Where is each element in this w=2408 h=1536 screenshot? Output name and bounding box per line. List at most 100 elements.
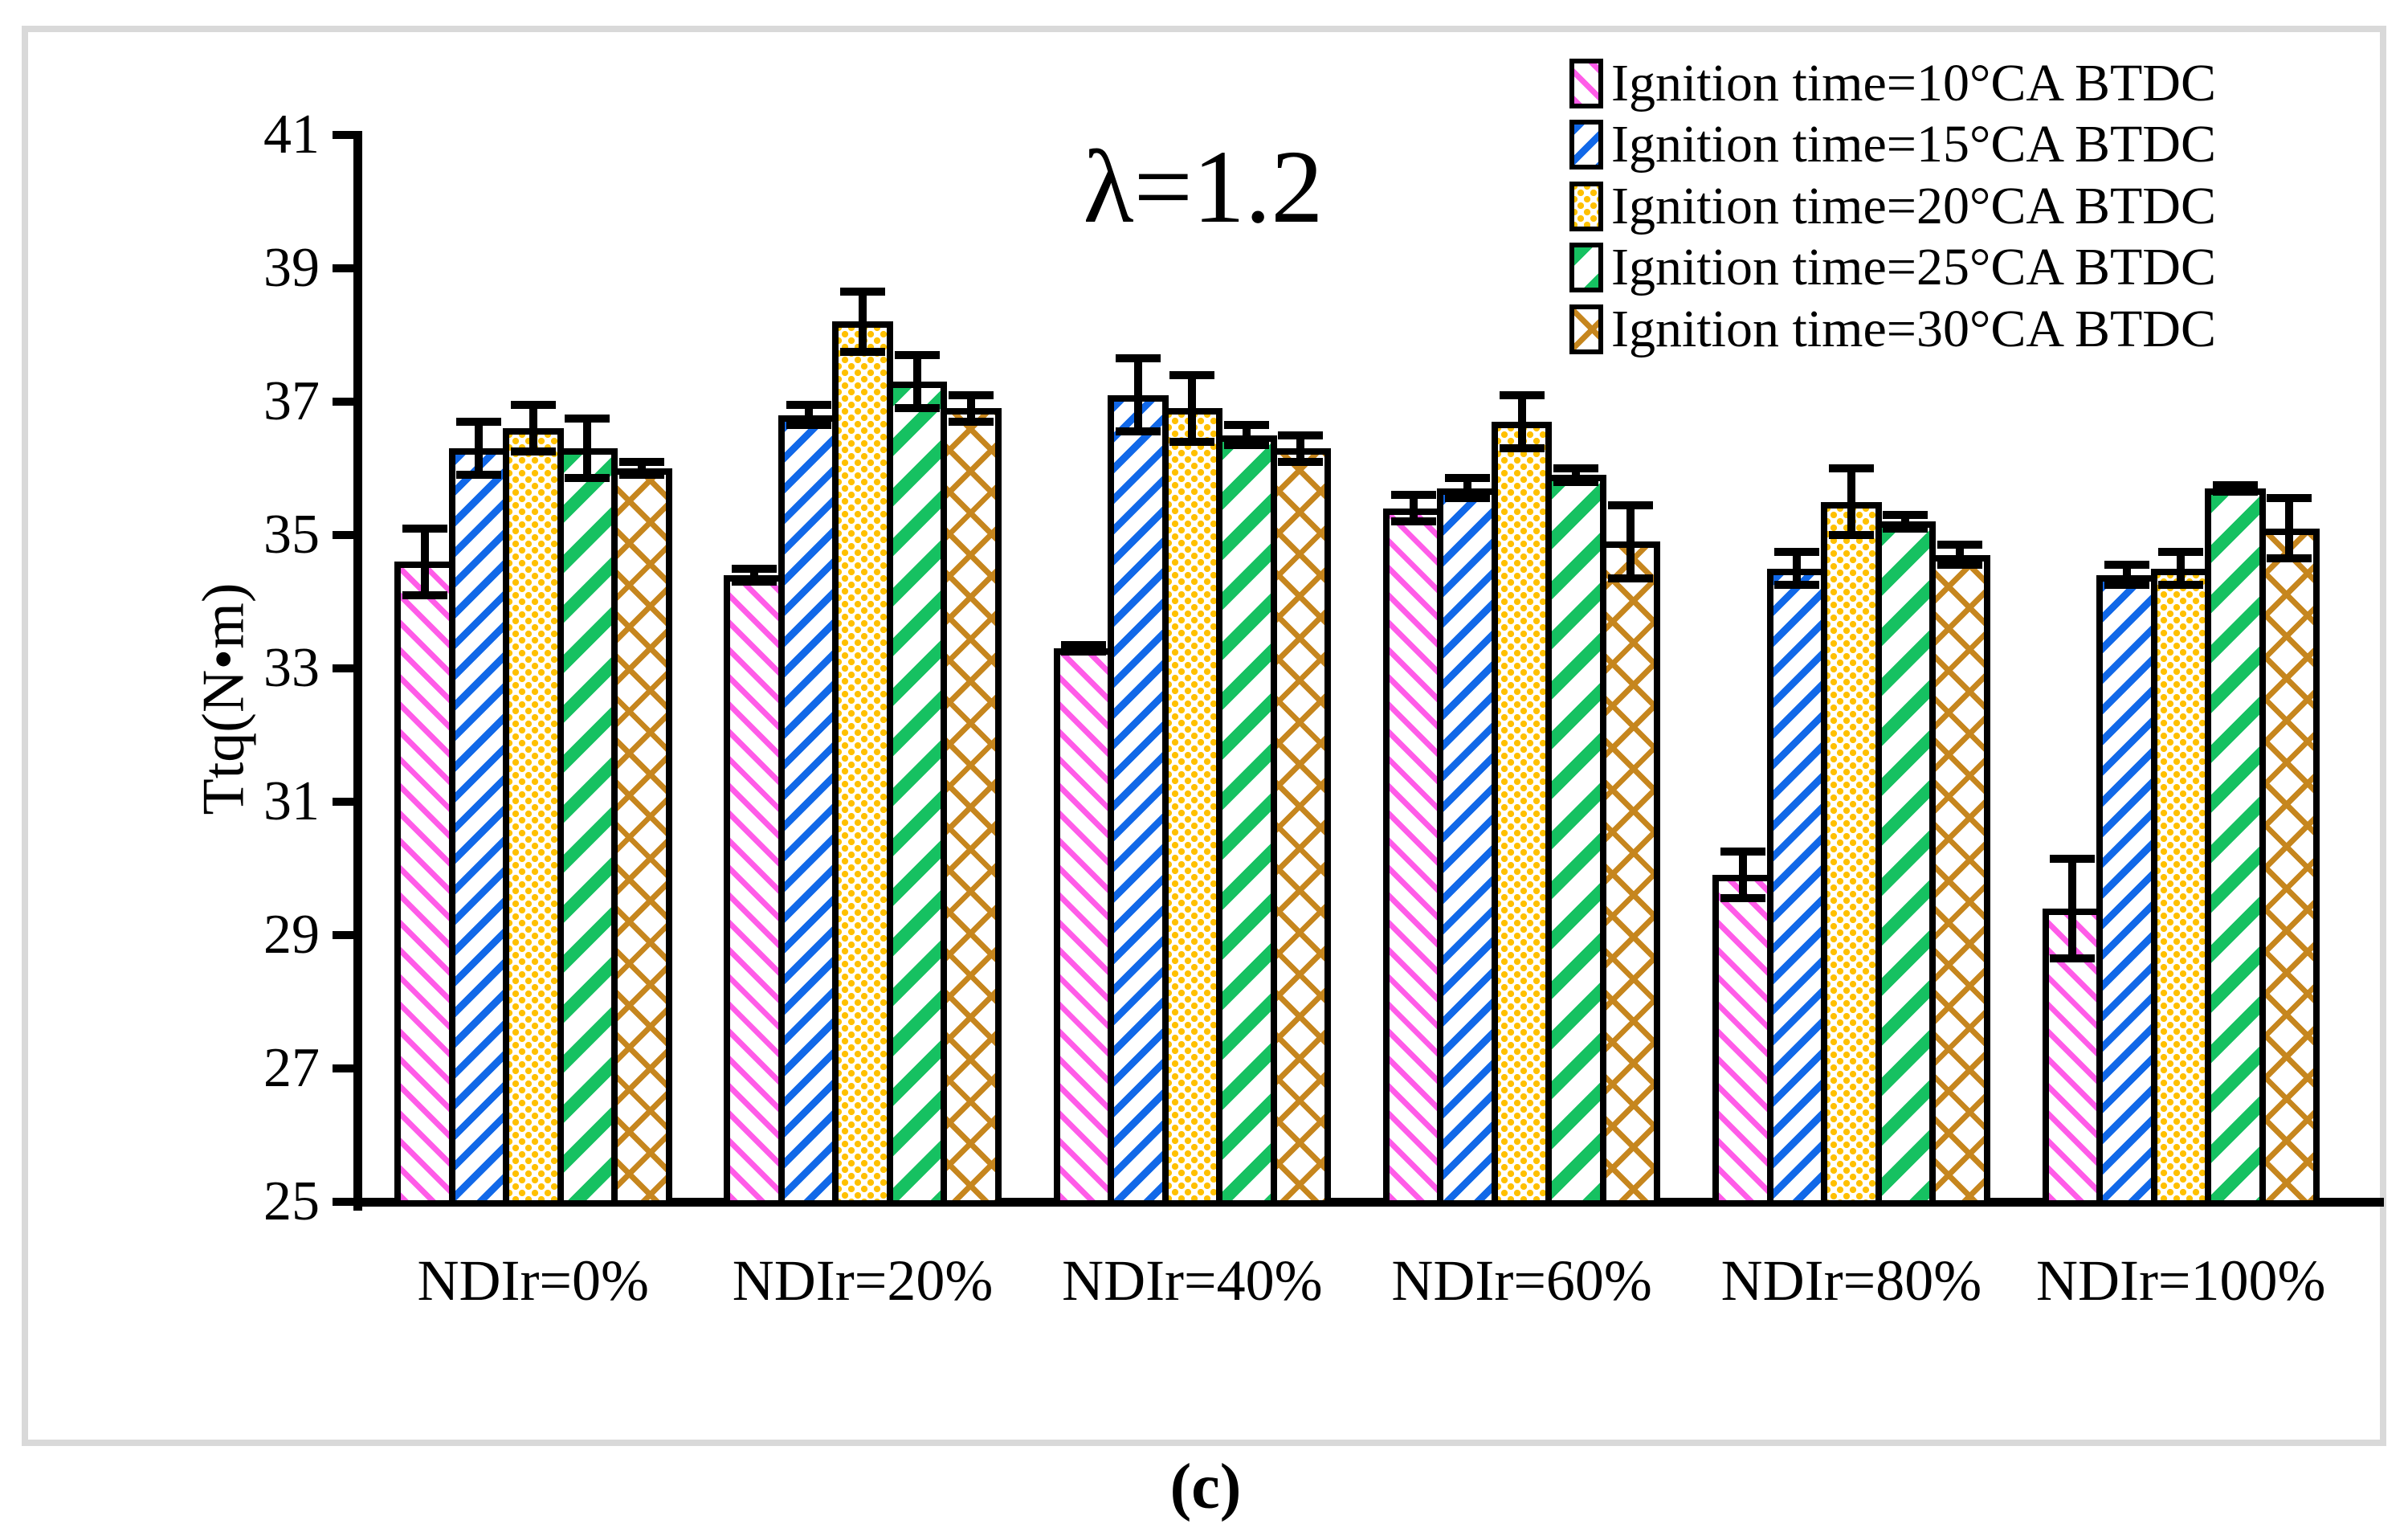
error-bar-line [1793, 551, 1802, 586]
error-bar-cap-top [2158, 547, 2204, 556]
bar-series4-group6 [2205, 488, 2266, 1207]
error-bar-cap-bottom [565, 474, 610, 483]
error-bar-cap-bottom [2158, 581, 2204, 590]
error-bar-cap-top [1937, 541, 1982, 549]
error-bar-cap-bottom [1223, 440, 1269, 449]
error-bar-line [1901, 515, 1910, 529]
error-bar-cap-bottom [1390, 517, 1436, 526]
legend-row: Ignition time=20°CA BTDC [1569, 176, 2381, 237]
error-bar-cap-bottom [786, 421, 831, 430]
legend-row: Ignition time=25°CA BTDC [1569, 237, 2381, 298]
legend-swatch-gold [1569, 304, 1603, 354]
error-bar-cap-top [1499, 390, 1545, 399]
legend-row: Ignition time=30°CA BTDC [1569, 299, 2381, 360]
legend-swatch-yellow [1569, 181, 1603, 231]
error-bar-cap-bottom [1553, 477, 1599, 486]
legend-row: Ignition time=10°CA BTDC [1569, 53, 2381, 114]
y-tick-label: 41 [263, 104, 320, 165]
error-bar-cap-bottom [1720, 894, 1765, 903]
error-bar-cap-top [1223, 421, 1269, 430]
bar-series4-group5 [1875, 521, 1937, 1207]
error-bar-line [967, 394, 976, 422]
error-bar-line [804, 405, 813, 426]
x-category-label: NDIr=80% [1720, 1248, 1982, 1313]
error-bar-cap-top [894, 350, 940, 359]
error-bar-cap-top [1115, 354, 1161, 363]
error-bar-cap-bottom [1278, 457, 1324, 466]
error-bar-line [2122, 565, 2131, 586]
error-bar-cap-top [840, 288, 886, 296]
y-tick [333, 398, 362, 406]
error-bar-cap-bottom [2267, 554, 2312, 563]
y-tick-label: 27 [263, 1037, 320, 1099]
legend-row: Ignition time=15°CA BTDC [1569, 114, 2381, 175]
y-tick-label: 25 [263, 1170, 320, 1232]
bar-series2-group1 [448, 448, 509, 1207]
legend-label: Ignition time=20°CA BTDC [1611, 176, 2216, 235]
bar-series2-group5 [1766, 568, 1828, 1207]
bar-series4-group2 [886, 382, 948, 1207]
error-bar-cap-top [1720, 848, 1765, 856]
error-bar-line [1296, 435, 1305, 462]
error-bar-cap-top [1278, 431, 1324, 439]
y-tick [333, 131, 362, 139]
error-bar-cap-bottom [1499, 444, 1545, 453]
bar-series2-group6 [2096, 574, 2157, 1207]
error-bar-cap-bottom [2104, 581, 2149, 590]
bar-series3-group3 [1161, 408, 1223, 1207]
error-bar-line [1409, 495, 1418, 522]
x-axis-line [353, 1198, 2384, 1207]
error-bar-cap-bottom [1774, 581, 1820, 590]
error-bar-cap-bottom [2050, 954, 2096, 963]
error-bar-cap-top [1553, 464, 1599, 472]
y-tick-label: 33 [263, 637, 320, 699]
error-bar-cap-top [2267, 494, 2312, 503]
bar-series4-group4 [1545, 475, 1606, 1207]
error-bar-cap-bottom [1937, 561, 1982, 570]
error-bar-cap-bottom [1061, 647, 1107, 656]
error-bar-line [750, 568, 759, 582]
error-bar-line [1463, 478, 1472, 499]
bar-series4-group3 [1216, 435, 1277, 1207]
error-bar-cap-top [1828, 464, 1874, 472]
y-tick-label: 35 [263, 504, 320, 566]
error-bar-cap-bottom [618, 471, 664, 480]
error-bar-line [1133, 358, 1142, 432]
error-bar-cap-top [565, 414, 610, 423]
error-bar-cap-top [2212, 480, 2258, 489]
error-bar-cap-bottom [1607, 574, 1653, 582]
y-tick [333, 931, 362, 939]
y-tick [333, 1198, 362, 1206]
error-bar-cap-top [402, 524, 447, 533]
bar-series1-group4 [1382, 508, 1444, 1207]
error-bar-cap-top [2050, 854, 2096, 863]
error-bar-line [1955, 545, 1964, 566]
error-bar-cap-top [2104, 561, 2149, 570]
bar-series4-group1 [557, 448, 618, 1207]
bar-series3-group1 [503, 428, 564, 1207]
bar-series1-group5 [1712, 875, 1773, 1207]
error-bar-line [475, 421, 484, 476]
error-bar-cap-top [510, 401, 556, 410]
error-bar-cap-top [949, 390, 994, 399]
y-tick-label: 37 [263, 370, 320, 432]
bar-series2-group3 [1108, 394, 1169, 1207]
x-category-label: NDIr=20% [732, 1248, 994, 1313]
error-bar-cap-top [1061, 640, 1107, 649]
legend-swatch-green [1569, 243, 1603, 293]
bar-series5-group1 [611, 468, 672, 1207]
bar-series2-group2 [777, 415, 839, 1207]
error-bar-line [420, 528, 429, 595]
error-bar-line [2285, 498, 2294, 559]
figure-caption: (c) [1169, 1452, 1242, 1522]
error-bar-cap-top [456, 417, 502, 426]
bar-series3-group4 [1491, 421, 1553, 1207]
error-bar-cap-bottom [510, 447, 556, 456]
legend-label: Ignition time=10°CA BTDC [1611, 53, 2216, 112]
error-bar-cap-bottom [840, 347, 886, 356]
error-bar-line [529, 405, 537, 452]
error-bar-line [859, 292, 867, 352]
bar-series5-group2 [941, 408, 1002, 1207]
error-bar-cap-top [1883, 511, 1928, 520]
bar-series3-group2 [832, 321, 893, 1207]
